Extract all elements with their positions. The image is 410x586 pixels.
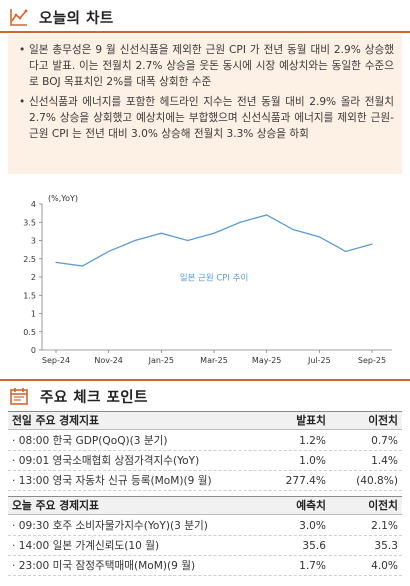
indicator-forecast: 1.7% (299, 560, 326, 572)
commentary-bullet: 신선식품과 에너지를 포함한 헤드라인 지수는 전년 동월 대비 2.9% 올라… (19, 94, 394, 142)
data-point (55, 261, 57, 263)
indicator-previous: (40.8%) (356, 475, 398, 487)
col-header-previous: 이전치 (368, 414, 398, 427)
indicator-name: · 14:00 일본 가계신뢰도(10 월) (12, 540, 160, 552)
indicator-actual: 277.4% (285, 475, 326, 487)
x-tick-label: Sep-24 (42, 356, 70, 365)
data-point (371, 243, 373, 245)
col-header-previous: 이전치 (368, 499, 398, 512)
series-line (55, 214, 373, 267)
section-divider (0, 31, 410, 33)
y-tick-label: 1.5 (23, 291, 36, 300)
y-tick-label: 4 (31, 200, 36, 209)
col-header-indicator: 전일 주요 경제지표 (12, 414, 99, 427)
cpi-chart: 0 0.5 1 1.5 2 2.5 3 3.5 4 (%,YoY) Sep-24 Nov-24 Jan-… (8, 182, 402, 372)
y-tick-label: 3.5 (23, 218, 36, 227)
data-point (239, 221, 241, 223)
data-point (187, 239, 189, 242)
x-tick-label: Jan-25 (148, 356, 174, 365)
data-point (292, 228, 294, 231)
indicator-previous: 2.1% (371, 520, 398, 532)
table-row: · 14:00 일본 가계신뢰도(10 월) 35.6 35.3 (8, 537, 402, 556)
indicator-actual: 1.0% (299, 455, 326, 467)
y-tick-label: 1 (31, 310, 36, 319)
y-axis-label: (%,YoY) (48, 194, 78, 203)
commentary-bullet: 일본 총무성은 9 월 신선식품을 제외한 근원 CPI 가 전년 동월 대비 … (19, 42, 394, 90)
table-row: · 08:00 한국 GDP(QoQ)(3 분기) 1.2% 0.7% (8, 432, 402, 451)
x-tick-label: Nov-24 (94, 356, 122, 365)
data-point (266, 214, 268, 216)
section-divider (0, 379, 410, 381)
checkpoints-header: 주요 체크 포인트 (0, 384, 410, 408)
line-chart-icon (10, 9, 28, 26)
commentary-box: 일본 총무성은 9 월 신선식품을 제외한 근원 CPI 가 전년 동월 대비 … (8, 35, 402, 174)
x-tick-label: May-25 (252, 356, 281, 365)
indicator-previous: 0.7% (371, 435, 398, 447)
x-tick-label: Jul-25 (307, 356, 331, 365)
indicator-name: · 13:00 영국 자동차 신규 등록(MoM)(9 월) (12, 475, 212, 487)
table-row: · 13:00 영국 자동차 신규 등록(MoM)(9 월) 277.4% (4… (8, 472, 402, 491)
indicator-previous: 35.3 (374, 540, 398, 552)
today-chart-title: 오늘의 차트 (39, 10, 114, 27)
indicator-forecast: 35.6 (302, 540, 326, 552)
indicator-forecast: 3.0% (299, 520, 326, 532)
data-point (160, 232, 162, 234)
x-tick-label: Mar-25 (200, 356, 228, 365)
indicator-name: · 09:01 영국소매협회 상점가격지수(YoY) (12, 455, 200, 467)
checkpoints-title: 주요 체크 포인트 (40, 389, 148, 406)
col-header-indicator: 오늘 주요 경제지표 (12, 499, 99, 512)
y-tick-label: 3 (31, 237, 36, 246)
y-tick-label: 2 (31, 273, 36, 282)
data-point (318, 236, 320, 238)
table-row: · 23:00 미국 잠정주택매매(MoM)(9 월) 1.7% 4.0% (8, 557, 402, 576)
prev-table-header: 전일 주요 경제지표 발표치 이전치 (8, 411, 402, 430)
data-point (345, 250, 347, 253)
y-tick-label: 0.5 (23, 328, 36, 337)
col-header-actual: 발표치 (296, 414, 326, 427)
indicator-actual: 1.2% (299, 435, 326, 447)
indicator-name: · 09:30 호주 소비자물가지수(YoY)(3 분기) (12, 520, 208, 532)
indicator-name: · 23:00 미국 잠정주택매매(MoM)(9 월) (12, 560, 196, 572)
data-point (81, 265, 83, 267)
series-label: 일본 근원 CPI 추이 (180, 273, 249, 284)
indicator-previous: 1.4% (371, 455, 398, 467)
indicator-previous: 4.0% (371, 560, 398, 572)
table-row: · 09:01 영국소매협회 상점가격지수(YoY) 1.0% 1.4% (8, 452, 402, 471)
col-header-forecast: 예측치 (296, 499, 326, 512)
data-point (108, 250, 110, 253)
chart-canvas: 0 0.5 1 1.5 2 2.5 3 3.5 4 (%,YoY) Sep-24 Nov-24 Jan-… (23, 194, 392, 365)
y-tick-label: 0 (31, 346, 36, 355)
data-point (213, 232, 215, 234)
x-tick-label: Sep-25 (358, 356, 386, 365)
indicator-name: · 08:00 한국 GDP(QoQ)(3 분기) (12, 435, 168, 447)
data-point (134, 239, 136, 242)
today-chart-header: 오늘의 차트 (0, 4, 410, 30)
today-table-header: 오늘 주요 경제지표 예측치 이전치 (8, 496, 402, 515)
calendar-icon (10, 388, 28, 405)
table-row: · 09:30 호주 소비자물가지수(YoY)(3 분기) 3.0% 2.1% (8, 517, 402, 536)
y-tick-label: 2.5 (23, 255, 36, 264)
